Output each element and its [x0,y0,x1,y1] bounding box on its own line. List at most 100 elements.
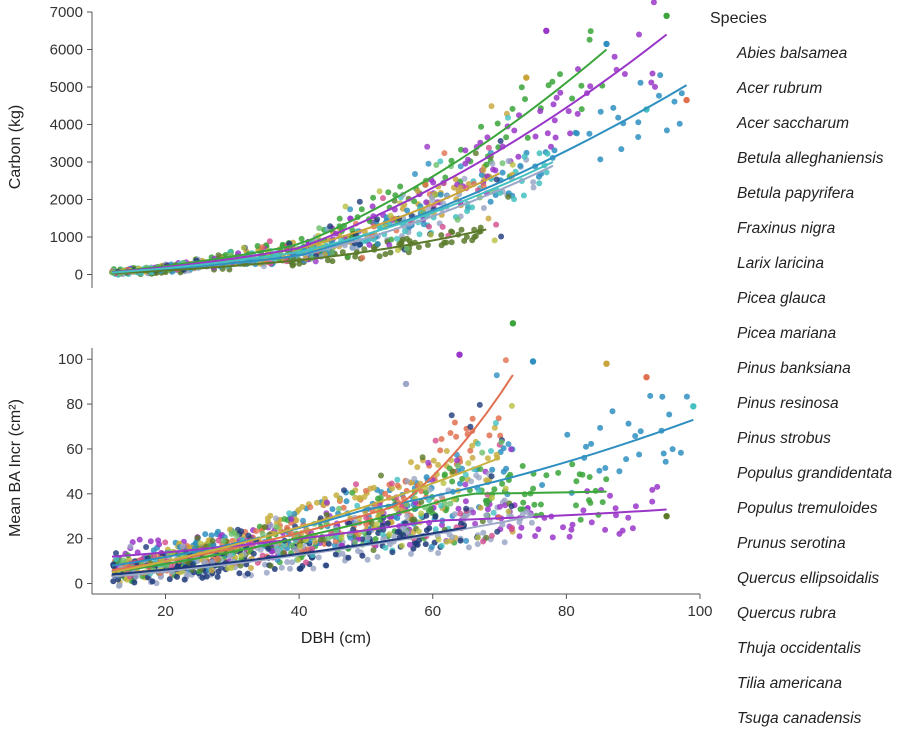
data-point [612,505,619,512]
data-point [438,436,445,442]
data-point [652,83,658,90]
fit-line [111,515,534,578]
data-point [364,556,371,563]
data-point [532,533,539,539]
data-point [566,533,573,540]
data-point [465,544,472,551]
data-point [557,89,564,96]
data-point [462,147,469,154]
data-point [310,565,317,572]
data-point [181,576,188,583]
data-point [588,440,595,447]
data-point [480,538,487,545]
data-point [442,174,449,181]
data-point [636,451,643,458]
data-point [377,494,384,501]
data-point [399,236,406,243]
data-point [532,133,539,140]
data-point [677,449,684,456]
data-point [411,475,418,482]
data-point [519,511,526,518]
data-point [339,249,346,256]
data-point [386,531,393,538]
data-point [455,505,462,512]
data-point [446,531,453,538]
y-tick-label: 20 [66,531,83,548]
legend-item: Populus tremuloides [737,500,878,517]
data-point [369,203,376,210]
legend-item: Betula alleghaniensis [737,150,884,167]
data-point [424,143,431,150]
data-point [391,533,398,540]
data-point [518,84,525,91]
data-point [323,562,330,569]
data-point [467,447,474,454]
data-point [432,437,439,444]
data-point [491,486,498,493]
data-point [278,564,285,571]
data-point [508,503,515,510]
data-point [649,486,656,493]
data-point [493,221,500,228]
data-point [448,412,455,419]
data-point [457,480,463,487]
data-point [493,451,500,458]
data-point [356,495,363,502]
fit-line [111,161,554,274]
data-point [471,234,478,241]
data-point [127,543,134,550]
data-point [577,516,584,523]
data-point [329,258,336,265]
data-point [237,562,244,569]
data-point [393,505,400,512]
data-point [384,520,391,527]
data-point [568,526,575,533]
data-point [519,463,526,469]
data-point [424,242,431,248]
data-point [576,471,583,478]
data-point [197,540,204,547]
data-point [329,506,336,513]
legend-item: Picea mariana [737,325,837,342]
data-point [296,565,303,572]
data-point [362,487,369,494]
data-point [491,424,498,431]
data-point [386,242,393,248]
data-point [603,476,610,483]
data-point [389,549,396,556]
data-point [352,539,359,546]
data-point [382,544,389,551]
data-point [530,184,537,191]
y-tick-label: 80 [66,396,83,413]
data-point [517,506,524,513]
data-point [449,478,456,485]
data-point [487,198,494,205]
data-point [492,192,499,198]
legend-title: Species [710,10,767,27]
data-point [427,505,434,512]
data-point [325,540,332,547]
data-point [650,0,657,6]
data-point [419,454,426,461]
data-point [565,108,572,115]
data-point [423,199,430,206]
data-point [461,175,468,182]
data-point [425,160,432,167]
data-point [297,543,304,550]
outlier-point [523,74,530,81]
data-point [426,497,432,504]
data-point [364,534,371,541]
data-point [435,550,442,556]
data-point [166,576,173,583]
legend-item: Acer rubrum [737,80,823,97]
data-point [493,176,500,183]
data-point [484,506,491,513]
data-point [300,517,306,524]
data-point [394,235,400,242]
data-point [648,79,655,86]
data-point [380,195,386,202]
data-point [599,499,606,506]
data-point [370,194,377,201]
data-point [494,120,501,127]
data-point [564,431,571,438]
